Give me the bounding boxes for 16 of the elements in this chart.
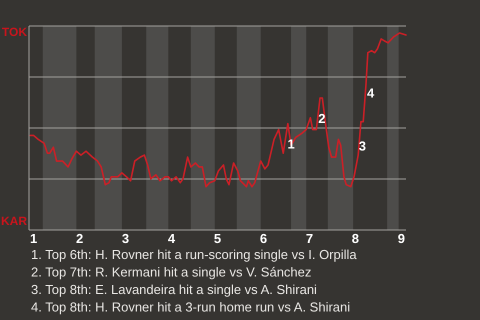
text: TOK [2, 25, 28, 40]
x-tick-label: 8 [352, 231, 360, 246]
text: KAR [1, 214, 28, 228]
x-tick-label: 4 [168, 231, 176, 246]
x-tick-label: 5 [214, 231, 222, 246]
text: 3. Top 8th: E. Lavandeira hit a single vs A. Shirani [31, 282, 318, 297]
annotation: 4 [366, 86, 375, 101]
x-tick-label: 6 [260, 231, 268, 246]
x-tick-label: 3 [122, 231, 130, 246]
text: 2. Top 7th: R. Kermani hit a single vs V. Sánchez [31, 264, 312, 280]
x-tick-label: 2 [76, 231, 84, 246]
x-tick-label: 9 [398, 231, 406, 246]
text: 1. Top 6th: H. Rovner hit a run-scoring single vs I. Orpilla [31, 247, 358, 262]
text: 4. Top 8th: H. Rovner hit a 3-run home run vs A. Shirani [31, 300, 350, 314]
x-tick-label: 7 [306, 231, 314, 246]
x-tick-label: 1 [30, 231, 38, 246]
